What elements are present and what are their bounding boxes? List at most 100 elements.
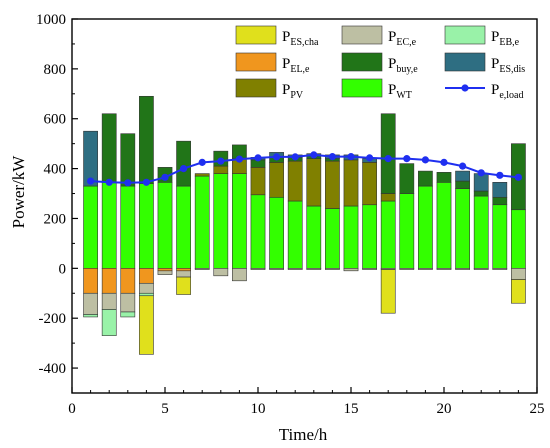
- y-tick-label: 0: [59, 261, 67, 277]
- legend-swatch-PPV: [235, 78, 277, 98]
- bar-PWT-h17: [380, 200, 396, 269]
- legend-label-main: P: [491, 29, 499, 45]
- bar-Pbuy-h2: [101, 113, 117, 183]
- bar-PWT-h2: [101, 182, 117, 269]
- bar-Pbuy-h3: [120, 133, 136, 187]
- bar-PEB-h1: [83, 314, 98, 318]
- bar-PEScha-h6: [176, 276, 191, 295]
- load-point-h23: [496, 171, 504, 179]
- bar-PWT-h16: [362, 204, 377, 269]
- bar-PWT-h22: [473, 195, 489, 269]
- y-tick-label: -400: [39, 361, 67, 377]
- bar-PWT-h21: [455, 188, 470, 269]
- legend-label-PEB: PEB,e: [491, 29, 520, 48]
- x-tick-labels: 0 5 10 15 20 25: [68, 401, 544, 417]
- bar-PEC-h20: [436, 268, 452, 270]
- bar-PWT-h6: [176, 185, 191, 269]
- load-point-h12: [291, 153, 299, 161]
- legend-label-main: P: [282, 82, 290, 98]
- bar-PWT-h14: [325, 208, 340, 269]
- bar-PEScha-h17: [380, 269, 396, 314]
- legend-swatch-Pbuy: [341, 52, 383, 72]
- bar-PWT-h9: [232, 173, 247, 269]
- bar-PEC-h6: [176, 270, 191, 278]
- bar-PEL-h6: [176, 268, 191, 272]
- bar-PWT-h10: [250, 194, 266, 269]
- bar-PEC-h13: [306, 268, 322, 270]
- bar-PWT-h15: [343, 205, 359, 269]
- load-point-h11: [273, 153, 281, 161]
- legend-label-sub: WT: [396, 90, 412, 101]
- legend-label-PEScha: PES,cha: [282, 29, 319, 48]
- legend-label-sub: e,load: [499, 90, 523, 101]
- y-tick-label: 600: [44, 112, 67, 128]
- bar-PEC-h12: [287, 268, 303, 270]
- legend-label-PWT: PWT: [388, 82, 412, 101]
- legend-swatch-PEL: [235, 52, 277, 72]
- bar-PEC-h1: [83, 292, 98, 315]
- bar-PEC-h16: [362, 268, 377, 270]
- bar-PPV-h7: [194, 173, 210, 177]
- legend-label-sub: EL,e: [290, 64, 310, 75]
- bar-PEC-h8: [213, 268, 229, 277]
- bar-PPV-h11: [269, 162, 284, 198]
- legend-label-sub: buy,e: [396, 64, 418, 75]
- bar-PWT-h5: [157, 182, 173, 269]
- legend-swatch-PEC: [341, 25, 383, 45]
- bar-PESdis-h21: [455, 170, 470, 182]
- x-tick-label: 5: [161, 401, 169, 417]
- load-point-h9: [235, 155, 243, 163]
- load-point-h18: [403, 155, 411, 163]
- load-point-h10: [254, 154, 262, 162]
- bar-PWT-h12: [287, 200, 303, 269]
- x-tick-label: 0: [68, 401, 76, 417]
- bar-PEC-h21: [455, 268, 470, 270]
- bar-PESdis-h23: [492, 182, 508, 198]
- x-tick-label: 25: [530, 401, 545, 417]
- load-point-h15: [347, 153, 355, 161]
- legend-label-PESdis: PES,dis: [491, 56, 525, 75]
- y-tick-labels: -400 -200 0 200 400 600 800 1000: [36, 12, 66, 377]
- bar-PPV-h16: [362, 162, 377, 206]
- bar-Pbuy-h4: [139, 95, 154, 184]
- load-point-h21: [459, 162, 467, 170]
- bar-PWT-h23: [492, 204, 508, 269]
- legend-label-sub: PV: [290, 90, 304, 101]
- load-point-h19: [421, 156, 429, 164]
- x-tick-label: 20: [437, 401, 452, 417]
- load-line: [90, 153, 519, 184]
- legend-swatch-PEB: [444, 25, 486, 45]
- bar-PWT-h7: [194, 175, 210, 269]
- load-point-h16: [366, 154, 374, 162]
- bar-PPV-h13: [306, 158, 322, 207]
- bar-PWT-h20: [436, 182, 452, 269]
- load-point-h3: [124, 179, 132, 187]
- legend-label-main: P: [491, 82, 499, 98]
- bar-Pbuy-h21: [455, 180, 470, 189]
- load-point-h17: [384, 155, 392, 163]
- load-line-layer: [87, 151, 523, 187]
- load-point-h13: [310, 151, 318, 159]
- legend-label-main: P: [388, 82, 396, 98]
- bar-PEC-h4: [139, 282, 154, 294]
- bar-PEC-h5: [157, 270, 173, 275]
- bar-PEC-h22: [473, 268, 489, 270]
- load-point-h7: [198, 158, 206, 166]
- legend-swatch-PEScha: [235, 25, 277, 45]
- bar-PPV-h14: [325, 160, 340, 209]
- y-tick-label: 400: [44, 162, 67, 178]
- bar-PEC-h23: [492, 268, 508, 270]
- bar-PPV-h15: [343, 159, 359, 207]
- y-tick-label: 200: [44, 211, 67, 227]
- legend-label-main: P: [388, 29, 396, 45]
- legend-label-PEL: PEL,e: [282, 56, 310, 75]
- load-point-h1: [87, 177, 95, 185]
- bar-Pbuy-h6: [176, 140, 191, 187]
- x-axis-title: Time/h: [279, 425, 328, 444]
- y-axis-title: Power/kW: [9, 155, 28, 229]
- legend-label-PEC: PEC,e: [388, 29, 417, 48]
- bar-PEC-h7: [194, 268, 210, 270]
- bar-PWT-h11: [269, 196, 284, 269]
- bar-PPV-h8: [213, 165, 229, 174]
